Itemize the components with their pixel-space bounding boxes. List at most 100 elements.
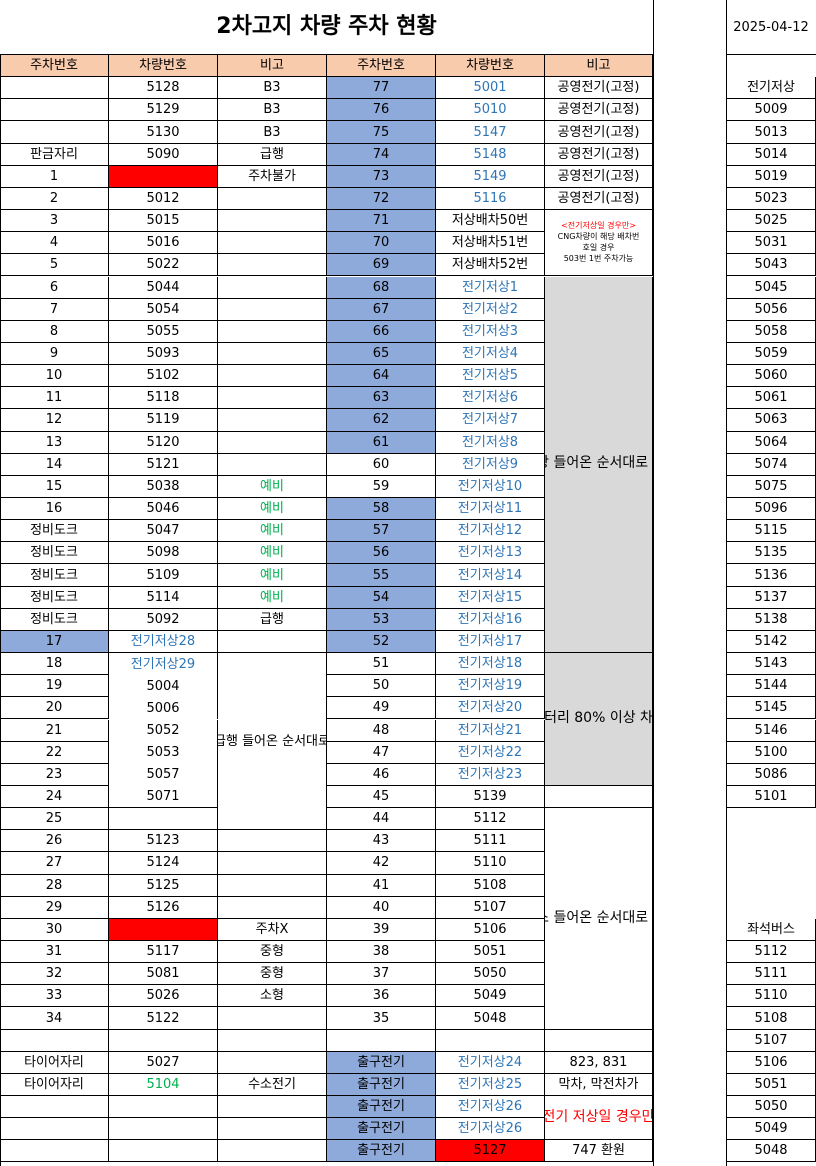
left-vehicle-number: 5121 [109,453,218,476]
mid-parking-number: 39 [327,918,436,941]
mid-remark: 823, 831 [545,1051,653,1074]
left-vehicle-number: 5104 [109,1073,218,1097]
left-remark [218,232,327,255]
left-remark [218,1029,327,1052]
left-vehicle-number: 5119 [109,409,218,432]
mid-vehicle-number: 5139 [436,785,545,809]
left-parking-number: 2 [0,187,109,211]
left-parking-number: 21 [0,719,109,742]
mid-vehicle-number [436,1029,545,1052]
mid-vehicle-number: 전기저상21 [436,719,545,742]
left-parking-number: 33 [0,985,109,1008]
mid-parking-number: 65 [327,342,436,366]
mid-parking-number: 71 [327,210,436,233]
left-parking-number: 24 [0,785,109,809]
left-remark [218,298,327,321]
mid-parking-number: 52 [327,630,436,654]
seat-list-item: 5049 [726,1118,816,1141]
mid-parking-number: 출구전기 [327,1096,436,1119]
left-vehicle-number: 5090 [109,143,218,166]
left-parking-number: 5 [0,254,109,277]
left-vehicle-number: 5046 [109,498,218,521]
mid-vehicle-number: 저상배차50번 [436,210,545,233]
mid-vehicle-number: 5050 [436,963,545,986]
left-express-order-note: 급행 들어온 순서대로 [218,675,327,809]
ev-list-item: 5013 [726,121,816,144]
mid-parking-number: 36 [327,985,436,1008]
lowfloor-dispatch-note: <전기저상일 경우만> CNG차량이 해당 배차번 호일 경우 503번 1번 주차가… [545,210,653,277]
mid-parking-number: 63 [327,387,436,410]
left-parking-number: 31 [0,941,109,964]
mid-parking-number: 59 [327,475,436,498]
header-cell: 비고 [218,55,327,78]
ev-list-item: 5063 [726,409,816,432]
mid-vehicle-number: 5147 [436,121,545,144]
mid-vehicle-number: 전기저상22 [436,741,545,764]
left-remark: 예비 [218,498,327,521]
left-parking-number: 1 [0,165,109,188]
seat-list-item: 5051 [726,1073,816,1097]
left-vehicle-number: 5093 [109,342,218,366]
ev-list-item: 5101 [726,785,816,809]
mid-vehicle-number: 5051 [436,941,545,964]
mid-parking-number: 43 [327,830,436,853]
mid-vehicle-number: 전기저상13 [436,542,545,565]
left-parking-number: 정비도크 [0,520,109,543]
left-remark: 중형 [218,963,327,986]
left-parking-number: 22 [0,741,109,764]
mid-parking-number: 48 [327,719,436,742]
ev-list-item: 5023 [726,187,816,211]
left-parking-number: 11 [0,387,109,410]
left-vehicle-number [109,1029,218,1052]
seat-list-item: 5048 [726,1140,816,1163]
left-parking-number: 17 [0,630,109,654]
mid-vehicle-number: 전기저상15 [436,586,545,609]
mid-parking-number [327,1029,436,1052]
mid-vehicle-number: 전기저상17 [436,630,545,654]
left-vehicle-number [109,918,218,941]
mid-parking-number: 출구전기 [327,1051,436,1074]
mid-parking-number: 50 [327,675,436,698]
mid-vehicle-number: 5110 [436,852,545,875]
mid-parking-number: 47 [327,741,436,764]
left-parking-number: 14 [0,453,109,476]
left-parking-number: 16 [0,498,109,521]
sheet-left-border [0,55,653,1166]
left-parking-number [0,1118,109,1141]
left-vehicle-number [109,1118,218,1141]
mid-vehicle-number: 전기저상26 [436,1096,545,1119]
left-parking-number: 32 [0,963,109,986]
mid-vehicle-number: 저상배차52번 [436,254,545,277]
ev-list-item: 5142 [726,630,816,654]
left-vehicle-number: 5071 [109,785,218,809]
ev-list-item: 5019 [726,165,816,188]
ev-list-item: 5056 [726,298,816,321]
left-remark: 급행 [218,143,327,166]
header-cell: 주차번호 [0,55,109,78]
mid-remark: 공영전기(고정) [545,121,653,144]
mid-parking-number: 56 [327,542,436,565]
mid-remark [545,1029,653,1052]
left-parking-number: 12 [0,409,109,432]
left-parking-number: 정비도크 [0,586,109,609]
mid-vehicle-number: 전기저상20 [436,697,545,720]
mid-parking-number: 45 [327,785,436,809]
mid-remark: 공영전기(고정) [545,187,653,211]
left-vehicle-number: 5120 [109,431,218,454]
mid-parking-number: 44 [327,808,436,831]
mid-remark: 공영전기(고정) [545,165,653,188]
seat-list-item: 5107 [726,1029,816,1052]
left-parking-number: 30 [0,918,109,941]
mid-parking-number: 41 [327,874,436,897]
left-parking-number: 13 [0,431,109,454]
ev-list-item: 5031 [726,232,816,255]
left-vehicle-number [109,1140,218,1163]
left-vehicle-number: 5016 [109,232,218,255]
ev-list-item: 5145 [726,697,816,720]
mid-parking-number: 77 [327,77,436,100]
sheet-title: 2차고지 차량 주차 현황 [0,0,653,55]
ev-list-item: 5009 [726,99,816,122]
mid-parking-number: 58 [327,498,436,521]
mid-vehicle-number: 5107 [436,896,545,919]
left-vehicle-number: 전기저상28 [109,630,218,654]
